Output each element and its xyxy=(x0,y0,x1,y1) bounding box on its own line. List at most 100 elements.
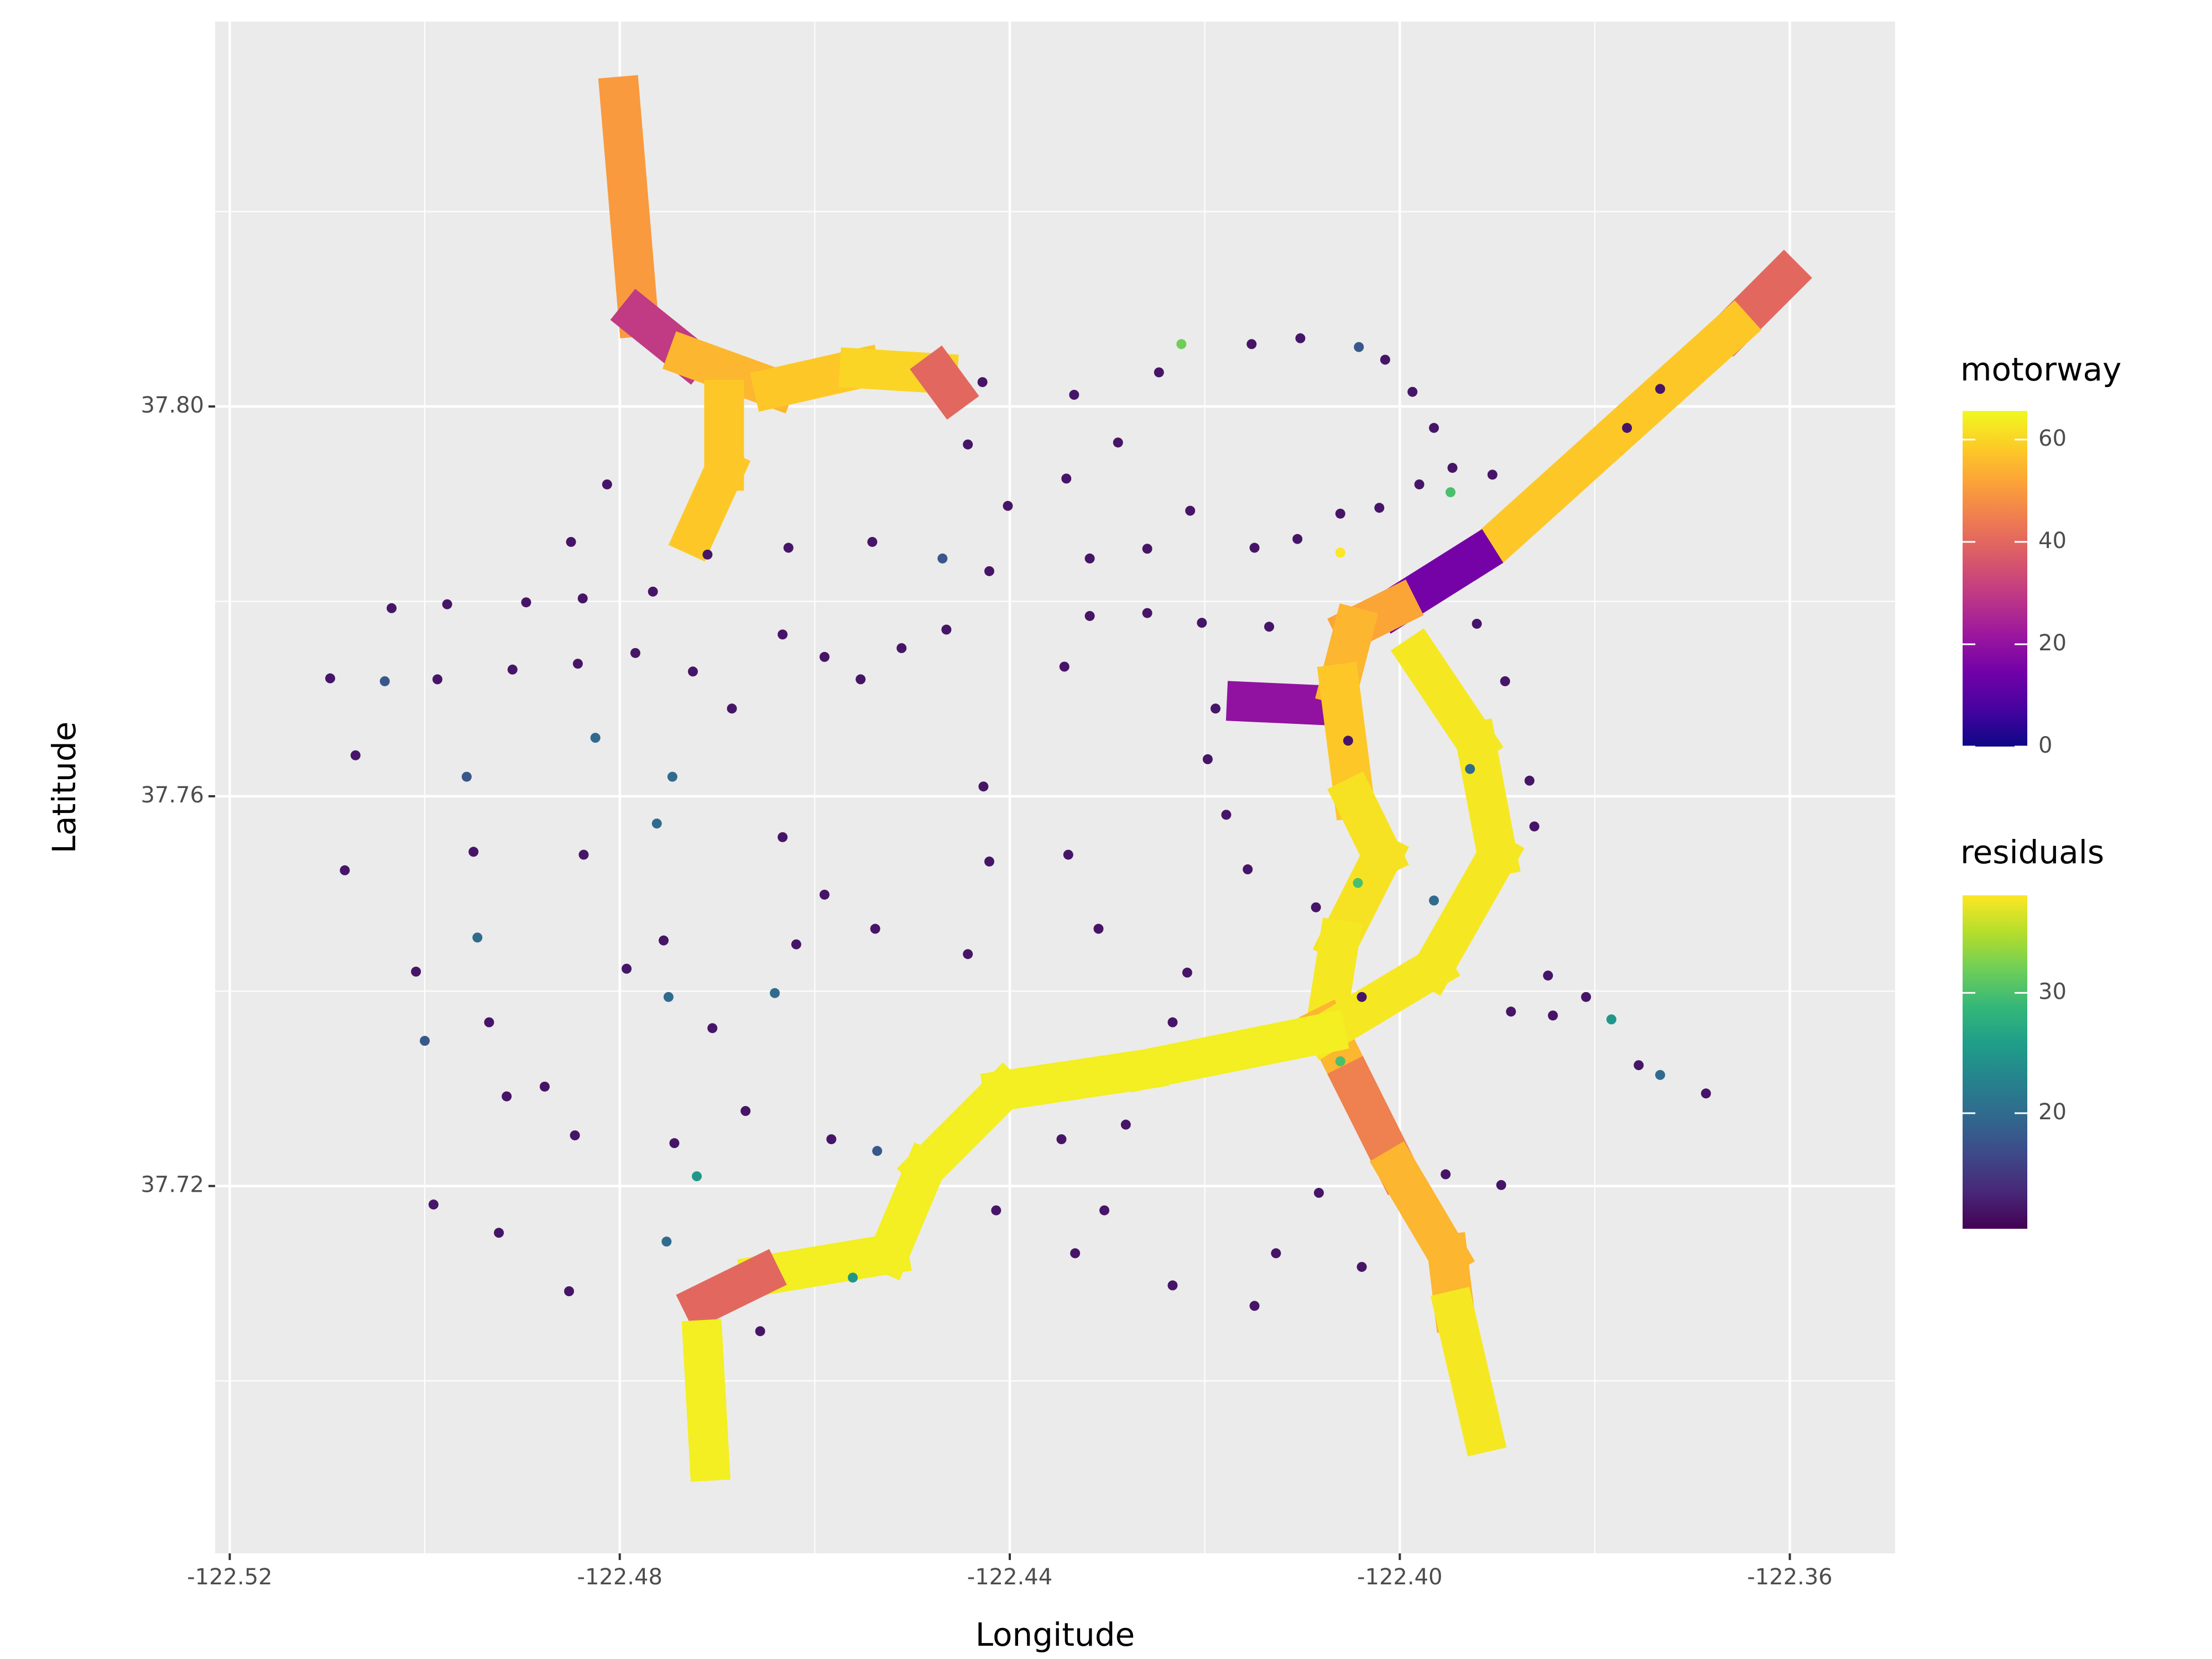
point xyxy=(1061,473,1072,484)
point xyxy=(1246,339,1257,349)
point xyxy=(1335,1056,1345,1067)
point xyxy=(870,924,880,934)
colorbar-label: 20 xyxy=(2038,1099,2067,1125)
point xyxy=(963,949,973,959)
point xyxy=(1120,1119,1131,1130)
point xyxy=(578,849,589,860)
point xyxy=(820,651,830,662)
motorway-segment xyxy=(1123,1009,1349,1093)
point xyxy=(564,1286,575,1296)
point xyxy=(590,733,601,743)
point xyxy=(1154,367,1164,378)
point xyxy=(770,988,780,998)
point xyxy=(1353,878,1363,888)
motorway-segment xyxy=(1225,681,1354,727)
point xyxy=(1429,422,1439,433)
point xyxy=(494,1228,504,1238)
colorbar-label: 60 xyxy=(2038,426,2067,451)
point xyxy=(1655,384,1666,394)
point xyxy=(1496,1180,1506,1190)
y-axis-title: Latitude xyxy=(45,722,83,854)
point xyxy=(984,856,994,867)
point xyxy=(379,676,390,686)
y-tick-label: 37.76 xyxy=(140,782,204,808)
point xyxy=(1070,1248,1081,1259)
point xyxy=(507,664,518,675)
x-axis-title: Longitude xyxy=(975,1616,1135,1653)
point xyxy=(1357,992,1367,1002)
point xyxy=(350,750,361,760)
point xyxy=(1700,1088,1711,1099)
point xyxy=(428,1199,439,1210)
point xyxy=(661,1237,672,1247)
point xyxy=(984,566,994,576)
point xyxy=(1447,463,1458,473)
point xyxy=(659,935,669,946)
point xyxy=(1506,1006,1516,1017)
point xyxy=(1221,810,1232,820)
point xyxy=(855,674,866,685)
point xyxy=(872,1146,883,1156)
point xyxy=(941,624,952,635)
point xyxy=(1429,895,1439,906)
point xyxy=(755,1326,765,1337)
point xyxy=(1249,1301,1260,1311)
y-tick-label: 37.80 xyxy=(140,393,204,418)
point xyxy=(1548,1010,1558,1021)
point xyxy=(1441,1169,1451,1180)
point xyxy=(572,659,583,669)
point xyxy=(1084,553,1095,564)
point xyxy=(1543,971,1553,981)
point xyxy=(707,1023,718,1034)
point xyxy=(1167,1017,1178,1027)
motorway-segment xyxy=(910,345,979,420)
point xyxy=(1472,618,1482,629)
point xyxy=(570,1130,580,1141)
x-tick-label: -122.40 xyxy=(1357,1564,1442,1590)
point xyxy=(1465,764,1475,774)
point xyxy=(702,549,713,560)
motorway-segment xyxy=(681,1319,731,1482)
point xyxy=(867,536,878,547)
point xyxy=(1343,735,1353,746)
point xyxy=(978,781,989,792)
point xyxy=(622,963,632,974)
point xyxy=(340,865,350,875)
legend-title: residuals xyxy=(1960,833,2104,871)
point xyxy=(411,967,421,977)
point xyxy=(1264,622,1275,632)
point xyxy=(1581,992,1592,1002)
point xyxy=(1113,437,1123,448)
point xyxy=(937,553,948,564)
point xyxy=(461,771,472,782)
point xyxy=(648,586,658,597)
point xyxy=(1271,1248,1281,1259)
colorbar xyxy=(1963,895,2027,1229)
point xyxy=(1634,1060,1644,1071)
point xyxy=(1142,544,1152,554)
point xyxy=(484,1017,494,1027)
point xyxy=(1500,676,1510,686)
point xyxy=(1056,1134,1067,1145)
colorbar xyxy=(1963,411,2027,747)
point xyxy=(1295,333,1306,343)
point xyxy=(577,593,588,604)
point xyxy=(1487,469,1498,480)
point xyxy=(1529,821,1540,832)
point xyxy=(602,479,612,489)
point xyxy=(977,377,988,387)
point xyxy=(1243,864,1253,875)
point xyxy=(687,666,698,677)
point xyxy=(1167,1280,1178,1291)
point xyxy=(1202,754,1213,764)
point xyxy=(669,1138,680,1149)
point xyxy=(1185,505,1196,516)
point xyxy=(783,542,794,553)
point xyxy=(1414,479,1425,489)
point xyxy=(1524,775,1535,786)
point xyxy=(651,818,662,829)
x-tick-label: -122.48 xyxy=(577,1564,662,1590)
point xyxy=(778,832,788,842)
point xyxy=(1655,1070,1666,1080)
point xyxy=(1292,534,1303,544)
